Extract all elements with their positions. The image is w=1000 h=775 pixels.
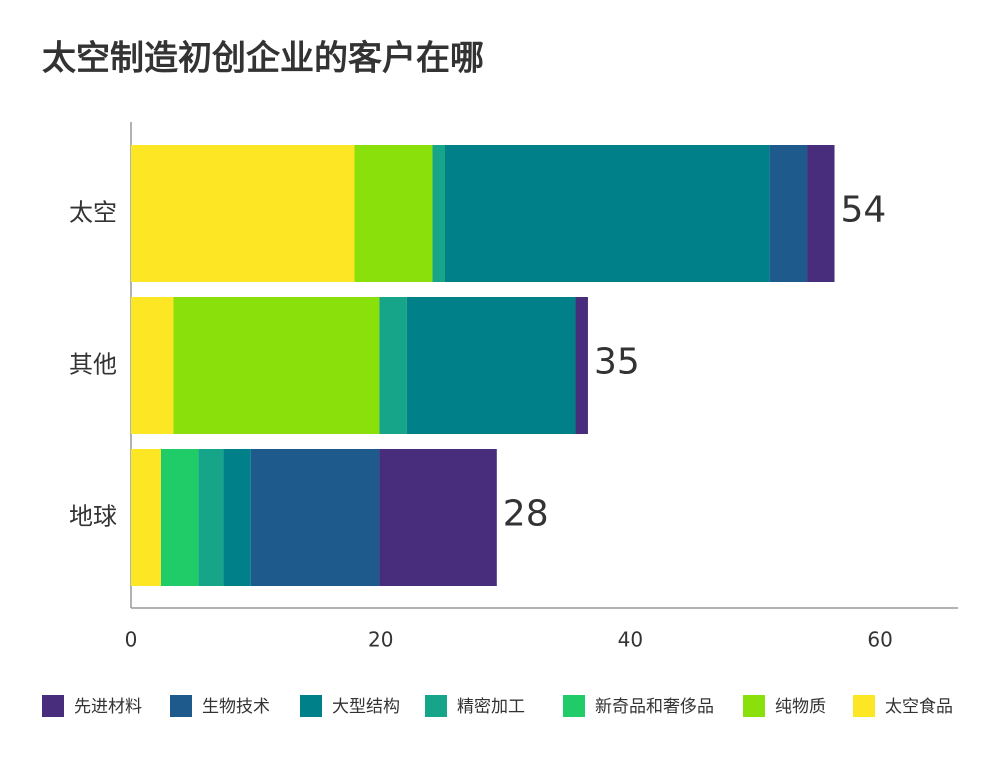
legend-swatch (425, 695, 447, 717)
bar-segment (432, 145, 445, 282)
bar-segment (173, 297, 380, 434)
legend-swatch (300, 695, 322, 717)
bar-segment (444, 145, 770, 282)
bar-segment (807, 145, 835, 282)
bar-segment (379, 297, 407, 434)
x-tick-label: 0 (125, 628, 138, 652)
legend-label: 大型结构 (332, 697, 400, 717)
legend-swatch (42, 695, 64, 717)
bar-segment (379, 449, 497, 586)
x-tick-label: 20 (368, 628, 393, 652)
bar-segment (406, 297, 576, 434)
total-label: 54 (841, 190, 887, 231)
x-tick-label: 60 (867, 628, 892, 652)
bar-segment (198, 449, 224, 586)
bar-segment (769, 145, 808, 282)
legend-swatch (563, 695, 585, 717)
legend-swatch (170, 695, 192, 717)
bar-segment (354, 145, 433, 282)
legend-label: 新奇品和奢侈品 (595, 697, 714, 717)
legend-label: 精密加工 (457, 697, 525, 717)
bar-segment (160, 449, 199, 586)
bar-segment (131, 449, 161, 586)
legend-label: 纯物质 (775, 697, 826, 717)
bar-segment (131, 145, 355, 282)
y-tick-label: 地球 (69, 503, 117, 531)
legend-label: 生物技术 (202, 697, 270, 717)
y-tick-label: 太空 (69, 199, 117, 227)
bar-segment (575, 297, 588, 434)
y-tick-label: 其他 (69, 351, 117, 379)
bar-segment (223, 449, 251, 586)
bar-segment (250, 449, 380, 586)
chart-title: 太空制造初创企业的客户在哪 (42, 39, 484, 79)
total-label: 28 (503, 494, 549, 535)
legend-swatch (743, 695, 765, 717)
total-label: 35 (594, 342, 640, 383)
legend-label: 先进材料 (74, 697, 142, 717)
legend-swatch (853, 695, 875, 717)
x-tick-label: 40 (618, 628, 643, 652)
bar-segment (131, 297, 174, 434)
legend-label: 太空食品 (885, 697, 953, 717)
